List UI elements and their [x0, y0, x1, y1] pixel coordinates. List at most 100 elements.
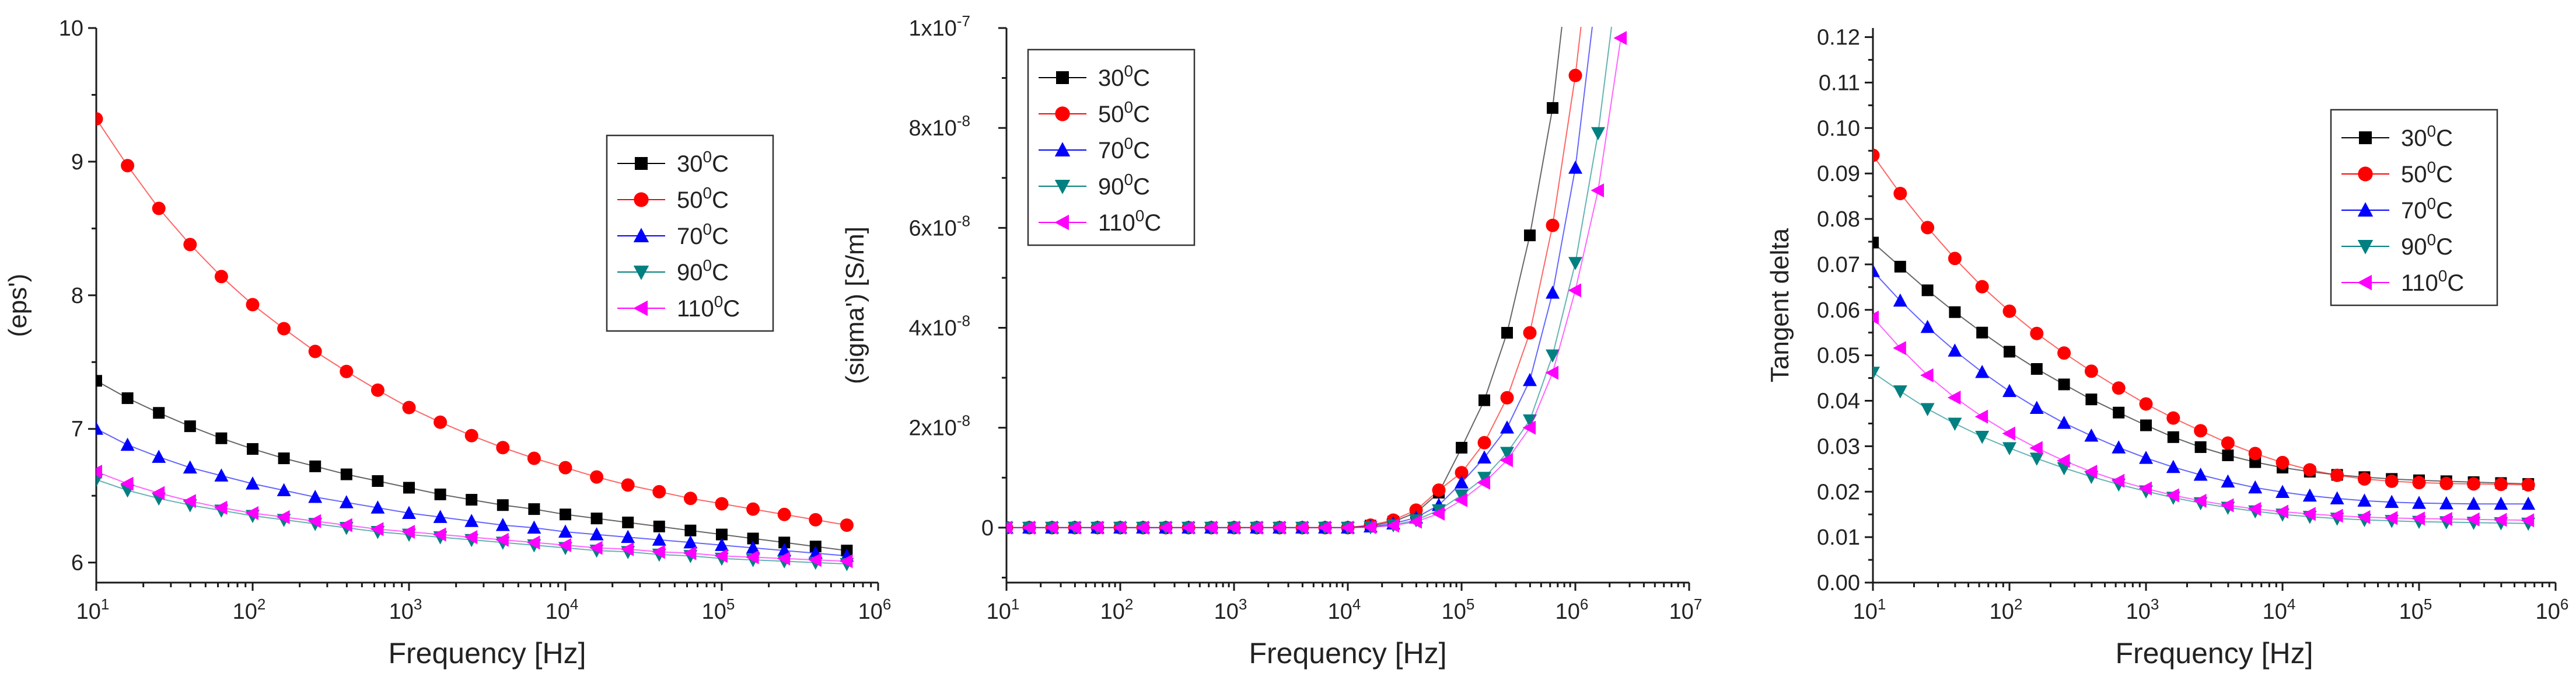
data-point — [652, 485, 666, 499]
data-point — [340, 468, 352, 480]
data-point — [152, 201, 166, 215]
x-tick-label: 101 — [76, 595, 110, 624]
data-point — [2029, 441, 2043, 455]
data-point — [2112, 440, 2126, 454]
data-point — [2057, 416, 2071, 429]
data-point — [184, 420, 196, 433]
data-point — [2221, 436, 2235, 450]
data-point — [528, 503, 540, 515]
data-point — [683, 535, 698, 549]
data-point — [2167, 431, 2179, 443]
data-point — [370, 522, 384, 536]
data-point — [2002, 304, 2016, 318]
data-point — [1568, 161, 1582, 174]
x-axis-title: Frequency [Hz] — [2115, 637, 2313, 670]
data-point — [2085, 393, 2098, 406]
data-point — [434, 415, 448, 429]
data-point — [183, 238, 197, 252]
y-tick-label: 0.02 — [1817, 480, 1860, 504]
data-point — [2057, 454, 2070, 468]
y-axis-title: Tangent delta — [1766, 228, 1794, 382]
data-point — [120, 437, 135, 451]
x-tick-label: 107 — [1669, 595, 1703, 624]
data-point — [1873, 367, 1880, 380]
data-point — [183, 460, 197, 474]
data-point — [2384, 511, 2398, 525]
data-point — [2194, 441, 2207, 453]
data-point — [464, 514, 479, 527]
data-point — [653, 520, 665, 532]
data-point — [2439, 476, 2453, 490]
data-point — [1204, 520, 1217, 535]
legend-label: 500C — [1098, 98, 1150, 127]
data-point — [715, 497, 729, 511]
data-point — [246, 298, 260, 312]
x-tick-label: 104 — [546, 595, 579, 624]
data-point — [277, 322, 291, 336]
data-point — [96, 112, 103, 126]
data-point — [1500, 391, 1514, 405]
data-point — [2303, 463, 2317, 477]
data-point — [247, 443, 258, 455]
data-point — [746, 502, 760, 516]
legend-marker — [2359, 131, 2372, 144]
legend-label: 700C — [1098, 134, 1150, 163]
legend-marker — [1054, 142, 1071, 156]
data-point — [1455, 466, 1469, 480]
data-point — [371, 500, 385, 514]
data-point — [495, 532, 509, 547]
y-tick-label: 0.09 — [1817, 162, 1860, 186]
series-line-110 — [1006, 37, 1621, 528]
data-point — [1455, 489, 1469, 503]
data-point — [1454, 493, 1467, 507]
data-point — [1431, 506, 1445, 521]
chart-eps: 101 102 103 104 105 106 6 7 8 9 10 Frequency [Hz] (e… — [4, 16, 891, 670]
data-point — [2030, 363, 2043, 375]
data-point — [1456, 441, 1467, 454]
legend-label: 1100C — [1098, 207, 1161, 236]
y-tick-label: 0.03 — [1817, 434, 1860, 459]
data-point — [1500, 453, 1513, 468]
x-tick-label: 105 — [1442, 595, 1475, 624]
y-tick-label: 9 — [71, 150, 83, 175]
plot-area — [1873, 148, 2536, 531]
x-axis-title: Frequency [Hz] — [388, 637, 586, 670]
data-point — [464, 530, 478, 545]
data-point — [746, 550, 759, 564]
data-point — [2193, 467, 2208, 481]
data-point — [1948, 343, 1962, 357]
data-point — [1568, 283, 1581, 298]
data-point — [1975, 280, 1989, 294]
data-point — [527, 520, 541, 534]
data-point — [1974, 409, 1988, 424]
data-point — [466, 494, 478, 506]
data-point — [2004, 346, 2015, 358]
data-point — [371, 383, 385, 397]
chart-sigma: 101 102 103 104 105 106 107 0 2x10-8 4x10-8 6x10-8… — [841, 12, 1703, 670]
x-tick-label: 103 — [389, 595, 422, 624]
data-point — [277, 483, 291, 497]
data-point — [1893, 186, 1907, 200]
data-point — [2439, 496, 2453, 510]
data-point — [590, 470, 604, 484]
data-point — [2029, 452, 2044, 466]
data-point — [747, 532, 759, 545]
data-point — [777, 507, 791, 521]
data-point — [1249, 520, 1263, 535]
data-point — [1591, 127, 1605, 141]
data-point — [1477, 475, 1490, 490]
data-point — [403, 482, 415, 494]
x-tick-label: 101 — [987, 595, 1020, 624]
x-tick-label: 102 — [1100, 595, 1134, 624]
data-point — [2193, 493, 2207, 508]
data-point — [2276, 485, 2290, 499]
data-point — [808, 553, 822, 567]
data-point — [2521, 496, 2536, 510]
y-tick-label: 0.12 — [1817, 26, 1860, 50]
data-point — [2439, 511, 2452, 526]
data-point — [527, 451, 541, 465]
data-point — [1408, 514, 1422, 529]
data-point — [1479, 394, 1490, 406]
data-point — [716, 528, 728, 541]
data-point — [2002, 426, 2015, 441]
